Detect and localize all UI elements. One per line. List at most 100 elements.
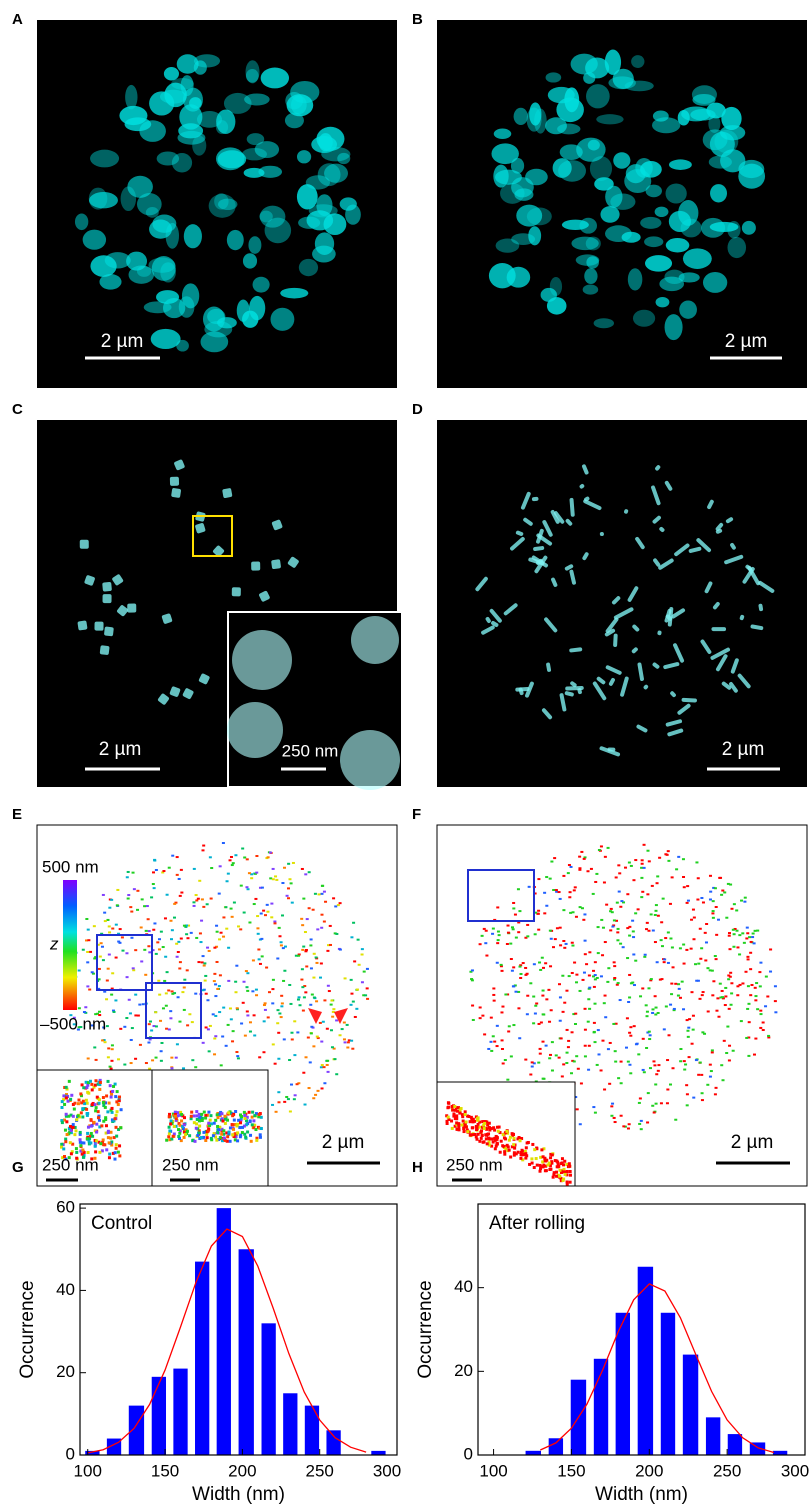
localization (519, 1139, 522, 1142)
localization (695, 1059, 698, 1061)
panel-label: A (12, 11, 23, 28)
localization (205, 1026, 208, 1028)
localization (592, 893, 595, 895)
localization (74, 1129, 77, 1132)
localization (134, 1058, 137, 1060)
localization (575, 974, 578, 976)
localization (290, 882, 293, 884)
localization (116, 1110, 119, 1113)
localization (75, 1147, 78, 1150)
localization (637, 908, 640, 910)
localization (320, 962, 323, 964)
localization (261, 887, 264, 889)
localization (203, 965, 206, 967)
localization (517, 931, 520, 933)
blob (227, 230, 244, 250)
localization (308, 1087, 311, 1089)
localization (79, 1138, 82, 1141)
bar (728, 1434, 742, 1455)
localization (234, 991, 237, 993)
localization (99, 1081, 102, 1084)
localization (758, 971, 761, 973)
localization (557, 1165, 560, 1168)
localization (619, 906, 622, 908)
colorbar-label: –500 nm (40, 1014, 106, 1033)
localization (710, 1070, 713, 1072)
localization (224, 1122, 227, 1125)
scale-label: 2 µm (731, 1132, 774, 1153)
filament (77, 620, 87, 630)
localization (115, 1135, 118, 1138)
localization (233, 1119, 236, 1122)
localization (223, 1115, 226, 1118)
localization (620, 1115, 623, 1117)
localization (700, 1074, 703, 1076)
localization (565, 990, 568, 992)
localization (562, 940, 565, 942)
blob (224, 93, 252, 114)
localization (613, 919, 616, 921)
localization (290, 1084, 293, 1086)
localization (361, 981, 364, 983)
localization (608, 1083, 611, 1085)
localization (646, 922, 649, 924)
localization (293, 1020, 296, 1022)
localization (504, 1059, 507, 1061)
localization (675, 868, 678, 870)
localization (165, 1005, 168, 1007)
localization (111, 1107, 114, 1110)
localization (543, 892, 546, 894)
localization (69, 1098, 72, 1101)
localization (485, 955, 488, 957)
localization (509, 1136, 512, 1139)
localization (697, 1074, 700, 1076)
localization (592, 1106, 595, 1108)
localization (616, 902, 619, 904)
localization (646, 893, 649, 895)
localization (104, 1041, 107, 1043)
localization (539, 1048, 542, 1050)
localization (102, 894, 105, 896)
localization (251, 990, 254, 992)
localization (194, 1140, 197, 1143)
localization (173, 903, 176, 905)
localization (475, 1128, 478, 1131)
localization (573, 1060, 576, 1062)
localization (594, 1041, 597, 1043)
localization (108, 907, 111, 909)
localization (533, 1148, 536, 1151)
localization (566, 1029, 569, 1031)
localization (329, 925, 332, 927)
y-tick-label: 0 (66, 1444, 75, 1463)
localization (481, 1134, 484, 1137)
localization (274, 875, 277, 877)
localization (134, 994, 137, 996)
localization (724, 1004, 727, 1006)
localization (267, 856, 270, 858)
blob (243, 253, 257, 268)
localization (634, 960, 637, 962)
localization (611, 926, 614, 928)
localization (140, 960, 143, 962)
localization (86, 1091, 89, 1094)
localization (594, 974, 597, 976)
localization (593, 986, 596, 988)
localization (324, 901, 327, 903)
localization (153, 860, 156, 862)
localization (597, 1029, 600, 1031)
localization (178, 1021, 181, 1023)
localization (229, 859, 232, 861)
localization (610, 908, 613, 910)
localization (110, 1060, 113, 1062)
localization (575, 916, 578, 918)
localization (559, 898, 562, 900)
localization (241, 1131, 244, 1134)
localization (95, 1123, 98, 1126)
localization (553, 857, 556, 859)
localization (759, 1010, 762, 1012)
localization (339, 949, 342, 951)
localization (478, 1140, 481, 1143)
localization (688, 1056, 691, 1058)
localization (280, 944, 283, 946)
localization (584, 953, 587, 955)
